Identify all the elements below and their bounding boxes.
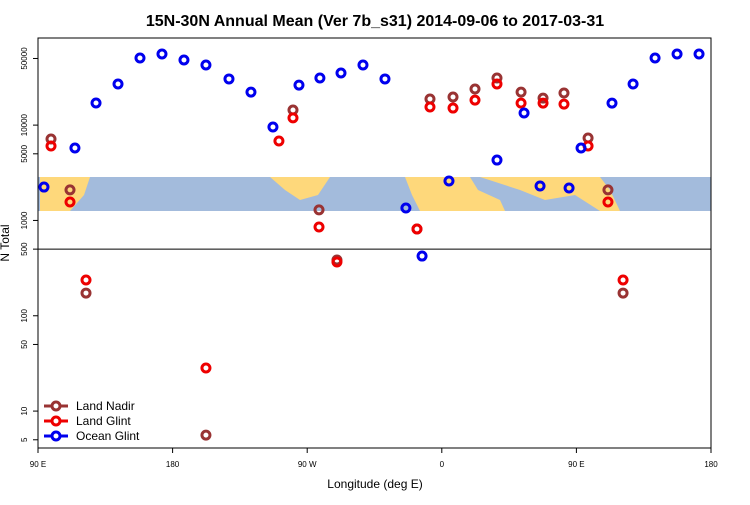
point bbox=[515, 86, 527, 98]
point bbox=[331, 256, 343, 268]
point bbox=[617, 274, 629, 286]
point bbox=[379, 73, 391, 85]
y-tick-label: 5000 bbox=[20, 144, 29, 162]
point bbox=[649, 52, 661, 64]
y-axis-label: N Total bbox=[0, 224, 12, 261]
y-tick-label: 10 bbox=[20, 406, 29, 415]
point bbox=[447, 91, 459, 103]
x-tick-label: 0 bbox=[440, 460, 445, 469]
point bbox=[156, 48, 168, 60]
point bbox=[200, 362, 212, 374]
y-tick-label: 5 bbox=[20, 437, 29, 442]
point bbox=[64, 196, 76, 208]
legend-marker bbox=[50, 430, 62, 442]
x-tick-label: 180 bbox=[166, 460, 180, 469]
point bbox=[537, 97, 549, 109]
point bbox=[518, 107, 530, 119]
point bbox=[693, 48, 705, 60]
point bbox=[314, 72, 326, 84]
y-tick-label: 500 bbox=[20, 242, 29, 256]
point bbox=[515, 97, 527, 109]
point bbox=[447, 102, 459, 114]
point bbox=[469, 83, 481, 95]
point bbox=[80, 287, 92, 299]
point bbox=[671, 48, 683, 60]
y-tick-label: 100 bbox=[20, 309, 29, 323]
legend-marker bbox=[50, 415, 62, 427]
point bbox=[267, 121, 279, 133]
legend-label: Land Glint bbox=[76, 414, 131, 428]
plot-frame bbox=[37, 37, 712, 449]
map-band bbox=[38, 177, 711, 211]
point bbox=[293, 79, 305, 91]
y-tick-label: 50 bbox=[20, 339, 29, 348]
point bbox=[200, 59, 212, 71]
point bbox=[491, 154, 503, 166]
point bbox=[563, 182, 575, 194]
point bbox=[80, 274, 92, 286]
point bbox=[534, 180, 546, 192]
x-tick-label: 90 W bbox=[298, 460, 317, 469]
point bbox=[223, 73, 235, 85]
y-tick-label: 10000 bbox=[20, 113, 29, 136]
point bbox=[558, 87, 570, 99]
point bbox=[45, 140, 57, 152]
point bbox=[38, 181, 50, 193]
chart-title: 15N-30N Annual Mean (Ver 7b_s31) 2014-09… bbox=[146, 13, 604, 30]
point bbox=[287, 112, 299, 124]
point bbox=[90, 97, 102, 109]
x-tick-label: 90 E bbox=[568, 460, 584, 469]
legend-marker bbox=[50, 400, 62, 412]
point bbox=[178, 54, 190, 66]
point bbox=[313, 221, 325, 233]
point bbox=[558, 98, 570, 110]
point bbox=[313, 204, 325, 216]
point bbox=[602, 196, 614, 208]
point bbox=[134, 52, 146, 64]
y-tick-label: 1000 bbox=[20, 211, 29, 229]
point bbox=[469, 94, 481, 106]
point bbox=[491, 72, 503, 84]
point bbox=[357, 59, 369, 71]
point bbox=[64, 184, 76, 196]
legend-label: Ocean Glint bbox=[76, 429, 140, 443]
x-tick-label: 180 bbox=[704, 460, 718, 469]
point bbox=[112, 78, 124, 90]
point bbox=[69, 142, 81, 154]
y-tick-label: 50000 bbox=[20, 47, 29, 70]
point bbox=[200, 429, 212, 441]
point bbox=[273, 135, 285, 147]
point bbox=[416, 250, 428, 262]
x-tick-label: 90 E bbox=[30, 460, 46, 469]
point bbox=[411, 223, 423, 235]
x-axis-label: Longitude (deg E) bbox=[327, 477, 422, 491]
point bbox=[627, 78, 639, 90]
legend-label: Land Nadir bbox=[76, 399, 135, 413]
point bbox=[575, 142, 587, 154]
point bbox=[424, 101, 436, 113]
point bbox=[617, 287, 629, 299]
point bbox=[606, 97, 618, 109]
point bbox=[335, 67, 347, 79]
point bbox=[602, 184, 614, 196]
point bbox=[491, 78, 503, 90]
point bbox=[400, 202, 412, 214]
point bbox=[537, 92, 549, 104]
point bbox=[245, 86, 257, 98]
point bbox=[443, 175, 455, 187]
